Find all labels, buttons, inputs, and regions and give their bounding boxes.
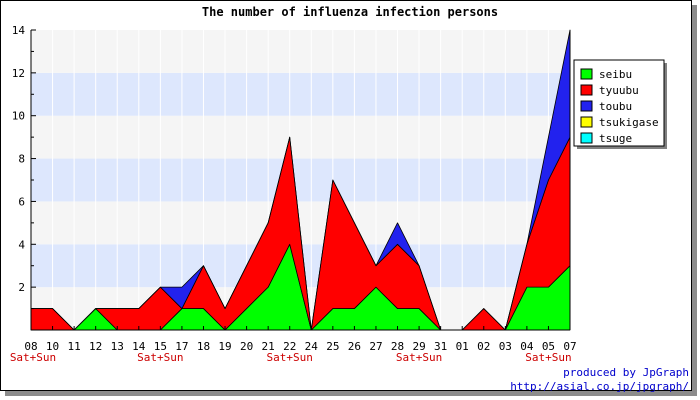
y-tick-label: 10 <box>12 110 25 123</box>
legend-label-toubu: toubu <box>599 100 632 113</box>
x-tick-label: 01 <box>456 340 469 353</box>
y-tick-label: 12 <box>12 67 25 80</box>
x-tick-label: 22 <box>283 340 296 353</box>
x-tick-label: 14 <box>132 340 146 353</box>
axes <box>30 29 571 331</box>
chart-title: The number of influenza infection person… <box>202 5 498 19</box>
y-tick-labels: 2 4 6 8 10 12 14 <box>12 24 26 294</box>
y-tick-label: 14 <box>12 24 26 37</box>
legend-label-tsuge: tsuge <box>599 132 632 145</box>
legend-swatch-tyuubu <box>580 84 593 96</box>
x-tick-label: 04 <box>520 340 534 353</box>
x-tick-label: 24 <box>305 340 319 353</box>
legend-label-tyuubu: tyuubu <box>599 84 639 97</box>
weekend-label: Sat+Sun <box>267 351 313 364</box>
x-tick-label: 27 <box>369 340 382 353</box>
x-tick-label: 25 <box>326 340 339 353</box>
x-tick-label: 20 <box>240 340 253 353</box>
legend-swatch-seibu <box>580 68 593 80</box>
weekend-label: Sat+Sun <box>137 351 183 364</box>
x-tick-label: 02 <box>477 340 490 353</box>
x-tick-label: 31 <box>434 340 447 353</box>
x-tick-label: 26 <box>348 340 361 353</box>
y-tick-label: 6 <box>18 195 25 208</box>
grid-band <box>31 115 570 159</box>
x-tick-label: 18 <box>197 340 210 353</box>
x-tick-label: 19 <box>218 340 231 353</box>
legend-swatch-tsuge <box>580 132 593 144</box>
weekend-labels: Sat+Sun Sat+Sun Sat+Sun Sat+Sun Sat+Sun <box>10 351 572 364</box>
grid-band <box>31 30 570 73</box>
x-tick-label: 05 <box>542 340 555 353</box>
x-tick-labels: 08 10 11 12 13 14 15 17 18 19 20 21 22 24 25 26 27 28 29 31… <box>24 340 576 353</box>
legend: seibu tyuubu toubu tsukigase tsuge <box>573 59 667 149</box>
x-tick-label: 12 <box>89 340 102 353</box>
x-tick-label: 10 <box>46 340 59 353</box>
x-tick-label: 08 <box>24 340 37 353</box>
weekend-label: Sat+Sun <box>10 351 56 364</box>
x-tick-label: 15 <box>154 340 167 353</box>
weekend-label: Sat+Sun <box>525 351 571 364</box>
y-tick-label: 4 <box>18 238 25 251</box>
weekend-label: Sat+Sun <box>396 351 442 364</box>
x-tick-label: 21 <box>262 340 275 353</box>
x-tick-label: 28 <box>391 340 404 353</box>
y-tick-label: 2 <box>18 281 25 294</box>
produced-by-text: produced by JpGraph <box>563 366 689 379</box>
jpgraph-url-text: http://asial.co.jp/jpgraph/ <box>510 380 689 393</box>
x-tick-label: 07 <box>563 340 576 353</box>
x-tick-label: 29 <box>412 340 425 353</box>
legend-label-tsukigase: tsukigase <box>599 116 659 129</box>
legend-swatch-toubu <box>580 100 593 112</box>
grid-band <box>31 72 570 116</box>
x-tick-label: 11 <box>67 340 80 353</box>
x-tick-label: 13 <box>111 340 124 353</box>
y-tick-label: 8 <box>18 153 25 166</box>
x-tick-label: 17 <box>175 340 188 353</box>
legend-label-seibu: seibu <box>599 68 632 81</box>
x-tick-label: 03 <box>499 340 512 353</box>
grid-band <box>31 158 570 202</box>
legend-swatch-tsukigase <box>580 116 593 128</box>
